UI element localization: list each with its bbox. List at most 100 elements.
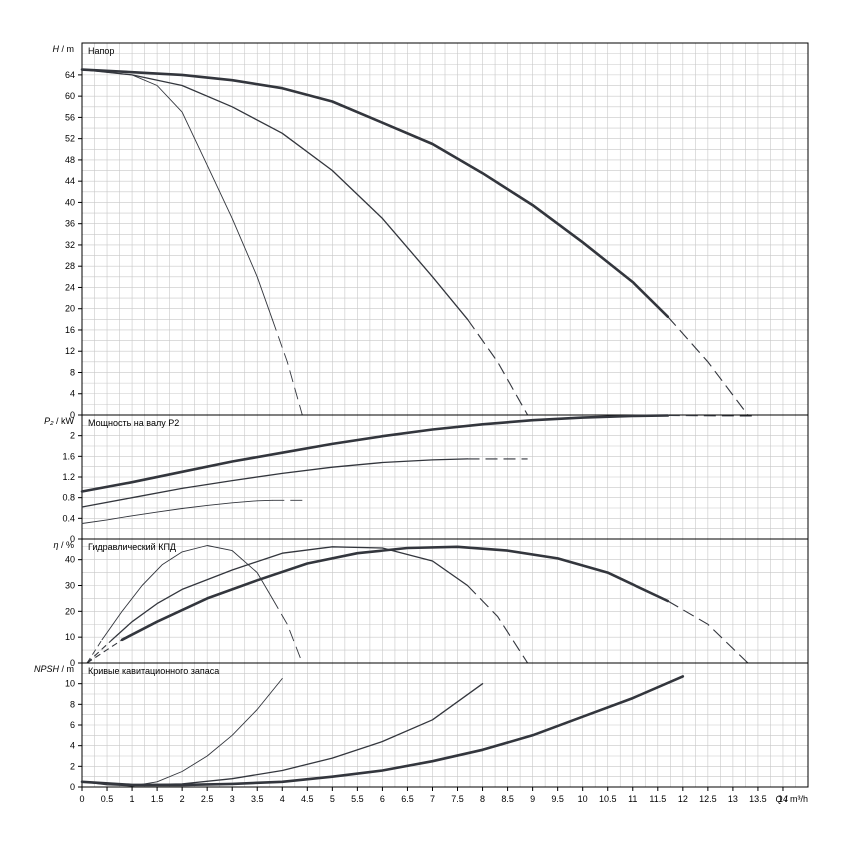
x-tick-label: 3.5 <box>251 794 264 804</box>
curve-head-thick-dashed <box>667 316 749 416</box>
y-tick-label-head: 28 <box>65 261 75 271</box>
y-tick-label-npsh: 8 <box>70 699 75 709</box>
curve-efficiency-thick-dashed-start <box>86 639 123 664</box>
x-tick-label: 2.5 <box>201 794 214 804</box>
curve-npsh-thin <box>81 678 283 787</box>
x-tick-label: 13 <box>728 794 738 804</box>
curve-npsh-thick <box>80 675 685 787</box>
y-tick-label-head: 4 <box>70 389 75 399</box>
curve-efficiency-thin-dashed <box>271 598 303 664</box>
curve-power-thin <box>81 499 273 524</box>
curve-head-medium <box>81 68 469 320</box>
x-tick-label: 6.5 <box>401 794 414 804</box>
y-tick-label-power: 2 <box>70 431 75 441</box>
y-tick-label-head: 0 <box>70 410 75 420</box>
y-tick-label-head: 48 <box>65 155 75 165</box>
y-tick-label-head: 40 <box>65 197 75 207</box>
y-tick-label-npsh: 6 <box>70 720 75 730</box>
x-tick-label: 5 <box>330 794 335 804</box>
panel-title-efficiency: Гидравлический КПД <box>88 542 176 552</box>
x-tick-label: 4 <box>280 794 285 804</box>
x-tick-label: 7.5 <box>451 794 464 804</box>
y-tick-label-head: 24 <box>65 282 75 292</box>
x-tick-label: 9.5 <box>551 794 564 804</box>
y-tick-label-npsh: 10 <box>65 679 75 689</box>
x-tick-label: 10.5 <box>599 794 617 804</box>
x-tick-label: 2 <box>180 794 185 804</box>
y-axis-symbol: NPSH <box>34 664 60 674</box>
x-tick-label: 6 <box>380 794 385 804</box>
x-tick-label: 12.5 <box>699 794 717 804</box>
y-axis-unit: / m <box>59 664 74 674</box>
x-tick-label: 1.5 <box>151 794 164 804</box>
curve-efficiency-medium <box>111 546 469 641</box>
x-tick-label: 0 <box>79 794 84 804</box>
y-tick-label-efficiency: 0 <box>70 658 75 668</box>
y-tick-label-head: 56 <box>65 112 75 122</box>
x-tick-label: 0.5 <box>101 794 114 804</box>
x-axis-symbol: Q <box>775 794 782 804</box>
x-tick-label: 5.5 <box>351 794 364 804</box>
y-tick-label-head: 32 <box>65 240 75 250</box>
y-tick-label-efficiency: 30 <box>65 581 75 591</box>
curve-head-medium-dashed <box>467 318 529 416</box>
y-tick-label-head: 12 <box>65 346 75 356</box>
curve-head-thin-dashed <box>271 319 303 416</box>
y-tick-label-npsh: 4 <box>70 741 75 751</box>
y-axis-symbol: P₂ <box>44 416 54 426</box>
x-axis-label: Q / m³/h <box>775 794 808 804</box>
y-tick-label-head: 44 <box>65 176 75 186</box>
x-tick-label: 14 <box>778 794 788 804</box>
curve-efficiency-thick-dashed <box>667 600 749 664</box>
y-axis-unit: / m <box>59 44 74 54</box>
y-tick-label-power: 0.8 <box>62 493 75 503</box>
y-tick-label-power: 0 <box>70 534 75 544</box>
y-tick-label-head: 20 <box>65 304 75 314</box>
y-tick-label-head: 52 <box>65 134 75 144</box>
curve-efficiency-medium-dashed <box>467 585 529 664</box>
y-axis-unit: / % <box>58 540 74 550</box>
panel-title-power: Мощность на валу P2 <box>88 418 179 428</box>
x-tick-label: 8.5 <box>501 794 514 804</box>
curve-efficiency-medium-dashed-start <box>86 639 113 664</box>
y-tick-label-npsh: 2 <box>70 761 75 771</box>
curve-head-thick <box>80 68 670 318</box>
y-tick-label-head: 8 <box>70 367 75 377</box>
x-tick-label: 3 <box>230 794 235 804</box>
x-tick-label: 10 <box>578 794 588 804</box>
x-tick-label: 9 <box>530 794 535 804</box>
x-tick-label: 1 <box>130 794 135 804</box>
y-tick-label-power: 0.4 <box>62 513 75 523</box>
y-tick-label-npsh: 0 <box>70 782 75 792</box>
panel-title-head: Напор <box>88 46 114 56</box>
y-axis-label-npsh: NPSH / m <box>34 664 74 674</box>
y-tick-label-head: 36 <box>65 219 75 229</box>
y-tick-label-power: 1.2 <box>62 472 75 482</box>
x-tick-label: 4.5 <box>301 794 314 804</box>
y-tick-label-power: 1.6 <box>62 451 75 461</box>
y-axis-unit: / kW <box>54 416 75 426</box>
y-axis-label-power: P₂ / kW <box>44 416 74 426</box>
y-axis-symbol: H <box>53 44 60 54</box>
y-tick-label-efficiency: 40 <box>65 555 75 565</box>
y-tick-label-head: 64 <box>65 70 75 80</box>
curve-efficiency-thick <box>120 545 670 642</box>
x-tick-label: 11 <box>628 794 637 804</box>
x-axis-unit: / m³/h <box>782 794 808 804</box>
x-tick-label: 12 <box>678 794 688 804</box>
x-tick-label: 7 <box>430 794 435 804</box>
y-axis-symbol: η <box>53 540 58 550</box>
panel-title-npsh: Кривые кавитационного запаса <box>88 666 219 676</box>
y-tick-label-efficiency: 20 <box>65 606 75 616</box>
curve-power-thick-dashed <box>667 414 758 417</box>
curve-power-thick <box>80 414 670 493</box>
y-tick-label-head: 16 <box>65 325 75 335</box>
y-axis-label-efficiency: η / % <box>53 540 74 550</box>
y-axis-label-head: H / m <box>53 44 75 54</box>
x-tick-label: 13.5 <box>749 794 767 804</box>
curve-efficiency-thin <box>101 545 273 641</box>
curve-efficiency-thin-dashed-start <box>86 639 103 664</box>
x-tick-label: 11.5 <box>649 794 666 804</box>
